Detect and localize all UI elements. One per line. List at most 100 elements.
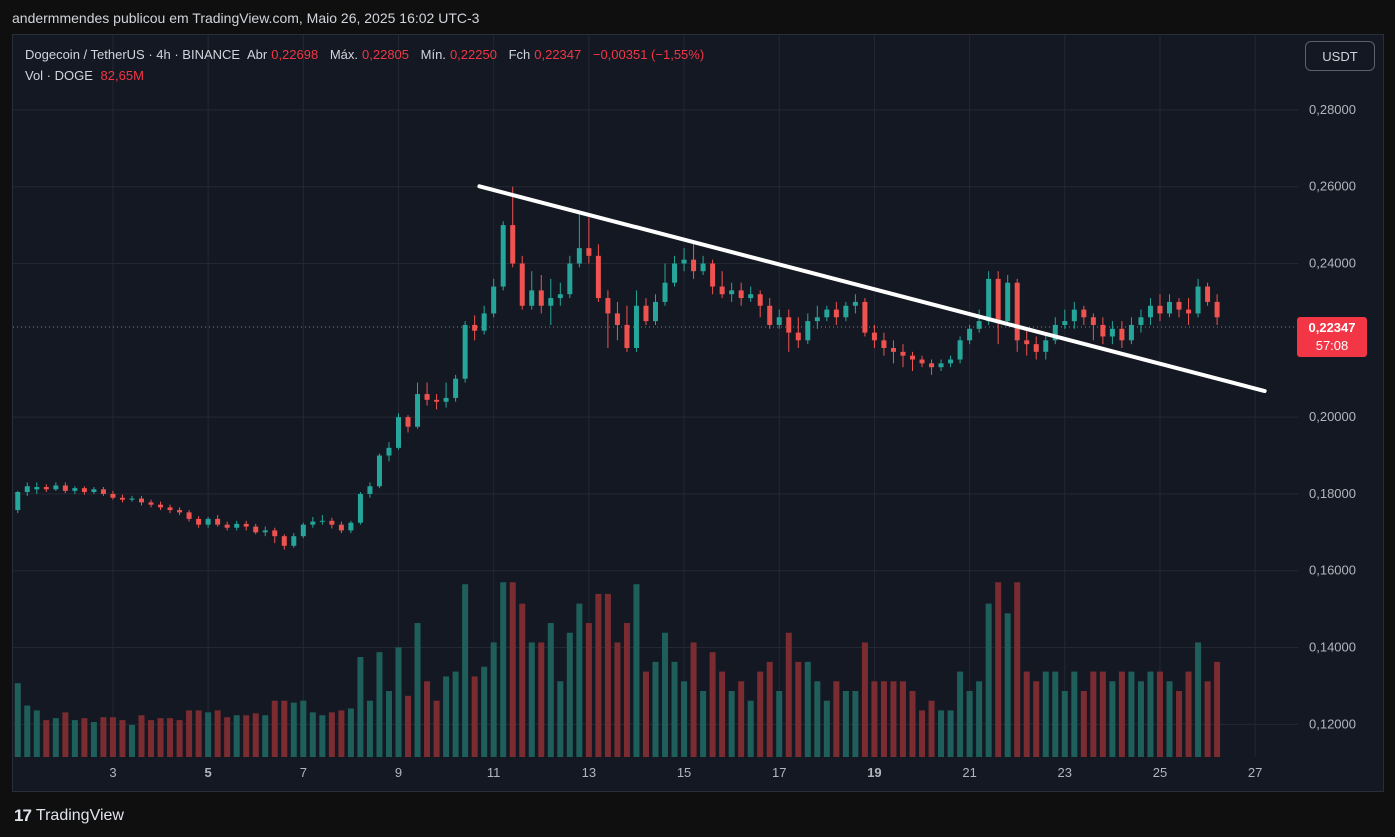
candle-body: [833, 309, 839, 318]
x-tick-label: 25: [1153, 765, 1167, 780]
volume-bar: [224, 717, 231, 757]
tradingview-brand[interactable]: 17 TradingView: [14, 806, 124, 826]
candle-body: [310, 521, 316, 525]
volume-bar: [462, 584, 469, 757]
candle-body: [234, 523, 240, 528]
volume-bar: [1052, 671, 1059, 757]
volume-bar: [538, 642, 545, 757]
candle-body: [890, 347, 896, 352]
volume-bar: [319, 715, 326, 757]
candle-body: [557, 294, 563, 299]
volume-bar: [757, 671, 764, 757]
volume-bar: [300, 700, 307, 757]
candle-body: [843, 305, 849, 318]
legend-open: 0,22698: [271, 47, 319, 62]
candle-body: [253, 526, 259, 533]
volume-bar: [14, 683, 21, 757]
x-tick-label: 21: [962, 765, 976, 780]
candle-body: [119, 497, 125, 500]
candle-body: [24, 486, 30, 493]
volume-bar: [985, 603, 992, 757]
candle-body: [757, 294, 763, 306]
price-chart[interactable]: 0,28000 0,26000 0,24000 0,20000 0,18000 0,160…: [13, 35, 1385, 793]
chart-frame[interactable]: 0,28000 0,26000 0,24000 0,20000 0,18000 0,160…: [12, 34, 1384, 792]
candle-body: [1128, 324, 1134, 341]
x-tick-label: 7: [300, 765, 307, 780]
volume-bar: [1071, 671, 1078, 757]
legend-symbol[interactable]: Dogecoin / TetherUS · 4h · BINANCE: [25, 47, 241, 62]
candle-body: [814, 317, 820, 322]
candle-body: [862, 301, 868, 333]
candle-body: [291, 536, 297, 546]
volume-bar: [662, 632, 669, 757]
candle-body: [300, 524, 306, 537]
volume-bar: [1118, 671, 1125, 757]
volume-bar: [633, 584, 640, 757]
candle-body: [776, 317, 782, 325]
volume-bar: [576, 603, 583, 757]
volume-bar: [328, 712, 335, 757]
legend-close-label: Fch: [508, 47, 531, 62]
candle-body: [357, 493, 363, 523]
volume-bar: [547, 623, 554, 757]
candle-body: [1109, 328, 1115, 337]
y-tick-label: 0,28000: [1309, 102, 1356, 117]
volume-bar: [652, 661, 659, 757]
volume-bar: [243, 715, 250, 757]
legend-volume-label[interactable]: Vol · DOGE: [25, 68, 93, 83]
volume-bar: [909, 690, 916, 757]
candle-body: [957, 340, 963, 360]
volume-bar: [966, 690, 973, 757]
volume-bar: [71, 720, 78, 757]
candle-body: [338, 524, 344, 531]
legend-ohlc: Dogecoin / TetherUS · 4h · BINANCE Abr 0,…: [25, 47, 712, 62]
volume-bar: [119, 720, 126, 757]
volume-bar: [62, 712, 69, 757]
candle-body: [967, 328, 973, 341]
volume-bar: [309, 712, 316, 757]
candle-body: [329, 520, 335, 525]
candle-body: [662, 282, 668, 302]
volume-bar: [595, 593, 602, 757]
candle-body: [871, 332, 877, 341]
candle-body: [852, 301, 858, 306]
volume-bar: [290, 702, 297, 757]
volume-bar: [1147, 671, 1154, 757]
candle-body: [472, 324, 478, 331]
candle-body: [281, 536, 287, 546]
candle-body: [243, 523, 249, 527]
volume-bar: [281, 700, 288, 757]
volume-bar: [1166, 681, 1173, 757]
volume-bar: [109, 717, 116, 757]
candle-body: [158, 504, 164, 508]
candle-body: [34, 487, 40, 490]
candle-body: [605, 298, 611, 314]
candle-body: [786, 317, 792, 333]
volume-bar: [776, 690, 783, 757]
candle-body: [691, 259, 697, 272]
volume-bar: [947, 710, 954, 757]
volume-bar: [205, 712, 212, 757]
candle-body: [548, 298, 554, 306]
candle-body: [1043, 340, 1049, 352]
volume-bar: [976, 681, 983, 757]
volume-bar: [842, 690, 849, 757]
volume-bar: [471, 676, 478, 757]
currency-button[interactable]: USDT: [1305, 41, 1375, 71]
candle-body: [529, 290, 535, 306]
volume-bar: [186, 710, 193, 757]
tradingview-logo-icon: 17: [14, 806, 32, 825]
legend-low-label: Mín.: [420, 47, 446, 62]
volume-bar: [90, 722, 97, 757]
volume-bar: [148, 720, 155, 757]
volume-bar: [833, 681, 840, 757]
candle-body: [1167, 301, 1172, 314]
volume-bar: [414, 623, 421, 757]
volume-bar: [957, 671, 964, 757]
candle-body: [205, 518, 211, 525]
volume-bar: [995, 582, 1002, 757]
volume-bar: [766, 661, 773, 757]
candle-body: [405, 417, 411, 427]
candle-body: [1090, 317, 1096, 325]
volume-bar: [700, 690, 707, 757]
